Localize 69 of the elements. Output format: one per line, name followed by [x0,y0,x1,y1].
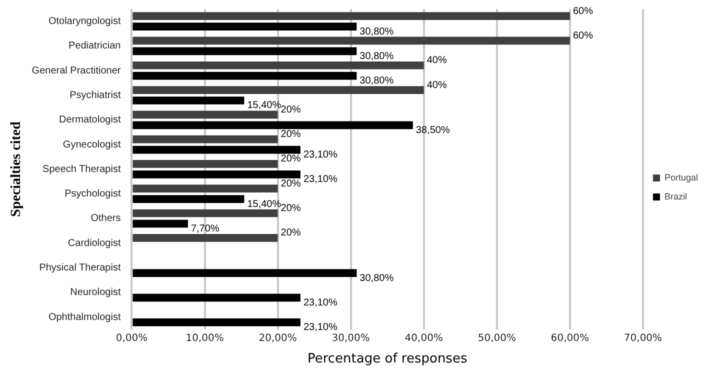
y-tick-label: Psychiatrist [70,90,121,102]
bar [132,318,300,326]
y-tick-label: Pediatrician [68,40,121,52]
bar [132,110,278,119]
bar [132,160,278,168]
y-tick-label: Ophthalmologist [48,312,121,323]
y-tick-label: Physical Therapist [39,262,121,274]
data-label: 20% [280,104,301,116]
data-label: 15,40% [247,100,282,112]
bar [132,146,300,154]
x-tick-label: 50,00% [478,332,516,344]
data-label: 20% [280,129,301,140]
x-tick-label: 30,00% [332,332,370,344]
bar [132,36,570,45]
data-label: 23,10% [303,174,338,186]
data-label: 7,70% [190,223,220,234]
y-tick-label: Cardiologist [68,238,121,249]
bar [132,269,357,277]
bar [132,184,278,193]
bar [132,170,300,178]
bar [132,234,278,242]
bar [132,12,570,20]
bar [132,22,357,30]
data-label: 20% [280,228,301,239]
data-label: 40% [426,80,447,91]
y-tick-label: Dermatologist [59,114,121,126]
bar [132,195,244,204]
data-label: 23,10% [303,297,338,308]
data-label: 30,80% [360,50,394,62]
bar [132,121,413,130]
y-tick-label: Speech Therapist [42,164,121,175]
data-label: 20% [280,203,301,214]
data-label: 40% [426,55,447,66]
bar [132,86,424,94]
data-label: 30,80% [360,26,394,38]
bar [132,135,278,144]
y-tick-label: Others [90,213,121,224]
x-tick-label: 40,00% [404,332,443,344]
x-tick-label: 60,00% [550,332,590,344]
legend-label: Portugal [664,172,698,182]
y-axis-title: Specialties cited [9,121,24,217]
y-tick-label: Psychologist [64,188,121,200]
y-tick-label: Neurologist [70,287,121,298]
y-tick-label: Gynecologist [62,139,121,150]
x-tick-label: 20,00% [258,332,297,344]
x-tick-label: 0,00% [116,332,148,344]
bar [132,61,424,70]
data-label: 30,80% [360,76,394,87]
bar [132,72,357,80]
bar [132,209,278,218]
bar [132,220,188,228]
data-label: 20% [280,178,301,190]
x-tick-label: 70,00% [624,332,662,344]
bar [132,47,357,56]
x-tick-label: 10,00% [186,332,224,344]
bar [132,96,244,104]
y-tick-label: Otolaryngologist [48,16,121,28]
legend-label: Brazil [664,191,687,202]
data-label: 15,40% [247,198,282,210]
data-label: 60% [572,30,594,42]
data-label: 38,50% [416,124,450,136]
y-tick-label: General Practitioner [32,65,122,76]
data-label: 60% [572,6,594,17]
bar [132,294,300,302]
data-label: 20% [280,154,301,165]
data-label: 30,80% [360,272,394,284]
data-label: 23,10% [303,150,338,161]
x-axis-title: Percentage of responses [307,352,468,367]
data-label: 23,10% [303,322,338,334]
